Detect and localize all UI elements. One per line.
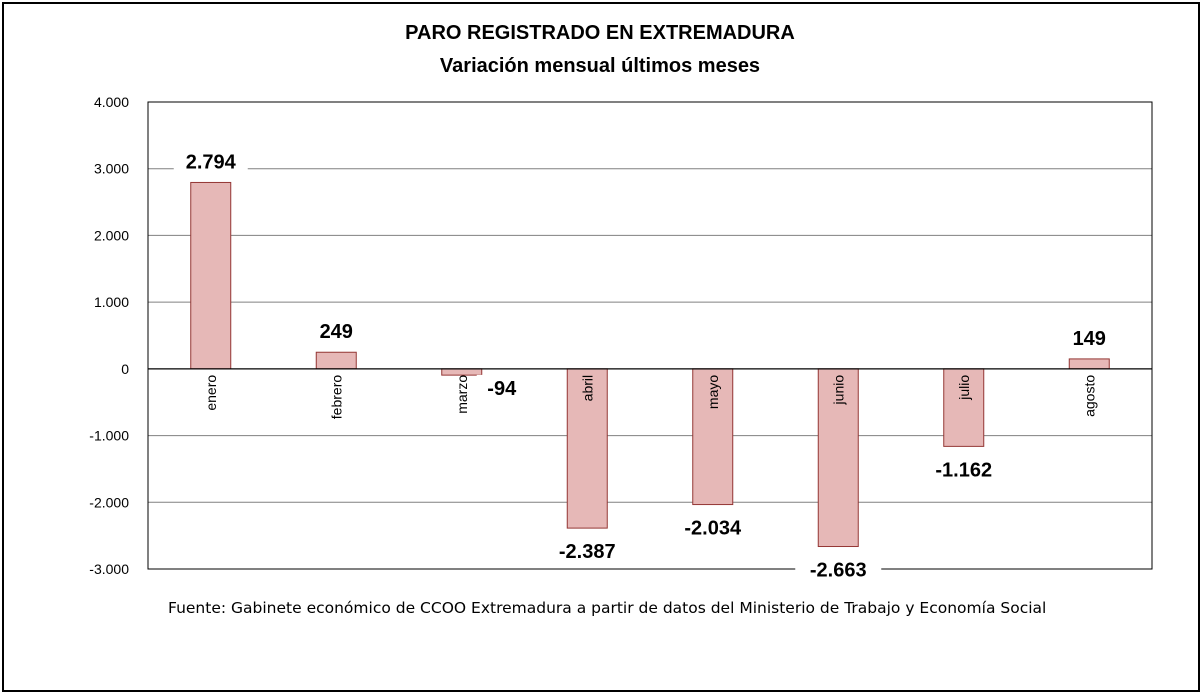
y-tick-label: -2.000	[89, 494, 129, 510]
bar-agosto	[1068, 358, 1110, 370]
bar-enero	[190, 181, 232, 370]
chart-title: PARO REGISTRADO EN EXTREMADURA	[405, 22, 795, 44]
data-label-febrero: 249	[320, 321, 353, 343]
data-label-junio: -2.663	[810, 560, 867, 582]
category-label-julio: julio	[956, 375, 972, 401]
data-label-enero: 2.794	[186, 151, 237, 173]
y-tick-label: 1.000	[94, 294, 129, 310]
bar-julio	[943, 368, 985, 447]
data-label-bg	[544, 538, 631, 565]
data-label-marzo: -94	[487, 378, 517, 400]
data-label-bg	[795, 556, 882, 583]
y-tick-label: 3.000	[94, 161, 129, 177]
y-tick-label: -1.000	[89, 428, 129, 444]
data-label-julio: -1.162	[935, 459, 992, 481]
data-label-bg	[311, 318, 362, 345]
y-tick-label: 4.000	[94, 94, 129, 110]
category-label-febrero: febrero	[328, 375, 344, 420]
data-label-mayo: -2.034	[684, 518, 742, 540]
source-note: Fuente: Gabinete económico de CCOO Extre…	[168, 599, 1047, 617]
data-label-bg	[669, 514, 756, 541]
data-label-abril: -2.387	[559, 541, 616, 563]
plot-area	[147, 101, 1153, 570]
category-label-abril: abril	[579, 375, 595, 401]
data-label-bg	[1064, 324, 1115, 351]
data-label-bg	[920, 456, 1007, 483]
data-label-bg	[476, 374, 527, 401]
category-label-junio: junio	[830, 375, 846, 406]
y-tick-label: 2.000	[94, 227, 129, 243]
bar-marzo	[441, 368, 483, 376]
y-tick-label: 0	[121, 361, 129, 377]
bar-febrero	[315, 351, 357, 370]
y-tick-label: -3.000	[89, 561, 129, 577]
bar-junio	[817, 368, 859, 548]
category-label-enero: enero	[203, 375, 219, 411]
data-label-bg	[173, 148, 248, 175]
category-label-agosto: agosto	[1081, 375, 1097, 417]
data-label-agosto: 149	[1073, 328, 1106, 350]
category-label-marzo: marzo	[454, 375, 470, 414]
bar-abril	[566, 368, 608, 529]
category-label-mayo: mayo	[705, 375, 721, 409]
chart-subtitle: Variación mensual últimos meses	[439, 55, 761, 77]
